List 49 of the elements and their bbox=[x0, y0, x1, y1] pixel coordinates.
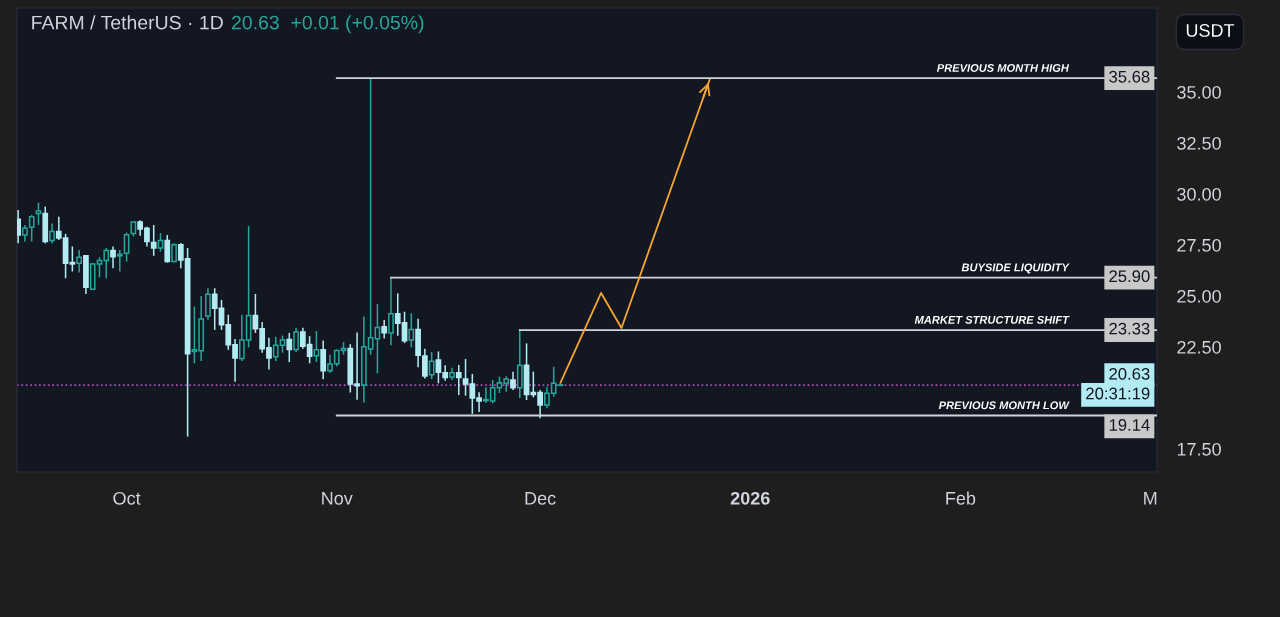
x-tick-label: M bbox=[1144, 492, 1157, 505]
candlestick bbox=[293, 327, 299, 353]
candlestick bbox=[35, 201, 42, 226]
chart-subtitle: 20.63 +0.01 (+0.05%) bbox=[232, 15, 424, 34]
candlestick bbox=[116, 249, 123, 273]
candlestick bbox=[157, 232, 164, 253]
y-tick-label: 32.50 bbox=[1177, 136, 1221, 150]
annotation: 20:31:19 bbox=[1086, 387, 1150, 400]
text: USDT bbox=[1186, 24, 1235, 37]
data-label: 35.68 bbox=[1109, 70, 1150, 83]
candlestick bbox=[28, 214, 35, 243]
candlestick bbox=[388, 276, 394, 346]
x-tick-label: Nov bbox=[322, 492, 353, 505]
series-label: MARKET STRUCTURE SHIFT bbox=[914, 315, 1070, 324]
data-label: 25.90 bbox=[1109, 270, 1150, 283]
candlestick bbox=[76, 249, 83, 274]
candlestick bbox=[150, 224, 157, 257]
chart-title: FARM / TetherUS · 1D bbox=[32, 15, 223, 30]
line-series bbox=[559, 78, 711, 384]
y-tick-label: 35.00 bbox=[1177, 85, 1221, 99]
data-label: 19.14 bbox=[1109, 419, 1150, 431]
ref-line-label: 20.63 bbox=[1109, 367, 1150, 380]
y-tick-label: 30.00 bbox=[1177, 187, 1221, 201]
candlestick bbox=[510, 370, 516, 391]
candlestick bbox=[286, 332, 293, 363]
x-tick-label: Oct bbox=[113, 491, 141, 505]
candlestick bbox=[408, 312, 415, 349]
candlestick bbox=[381, 319, 388, 340]
y-tick-label: 22.50 bbox=[1177, 340, 1221, 354]
x-tick-label: Feb bbox=[946, 491, 976, 505]
series-label: PREVIOUS MONTH LOW bbox=[938, 401, 1070, 410]
data-label: 23.33 bbox=[1109, 322, 1150, 335]
candlestick bbox=[205, 287, 211, 321]
x-tick-label: 2026 bbox=[730, 491, 770, 505]
series-label: BUYSIDE LIQUIDITY bbox=[961, 263, 1070, 274]
series-label: PREVIOUS MONTH HIGH bbox=[936, 64, 1070, 72]
candlestick bbox=[516, 329, 523, 399]
x-tick-label: Dec bbox=[525, 492, 556, 505]
candlestick bbox=[110, 245, 116, 270]
candlestick bbox=[49, 222, 55, 245]
candlestick bbox=[455, 364, 462, 396]
candlestick bbox=[313, 330, 320, 363]
candlestick bbox=[320, 339, 327, 380]
candlestick bbox=[428, 351, 435, 380]
candlestick bbox=[164, 234, 171, 264]
y-tick-label: 17.50 bbox=[1177, 442, 1221, 456]
y-tick-label: 27.50 bbox=[1177, 238, 1221, 252]
candlestick bbox=[171, 242, 177, 264]
y-tick-label: 25.00 bbox=[1177, 289, 1221, 303]
